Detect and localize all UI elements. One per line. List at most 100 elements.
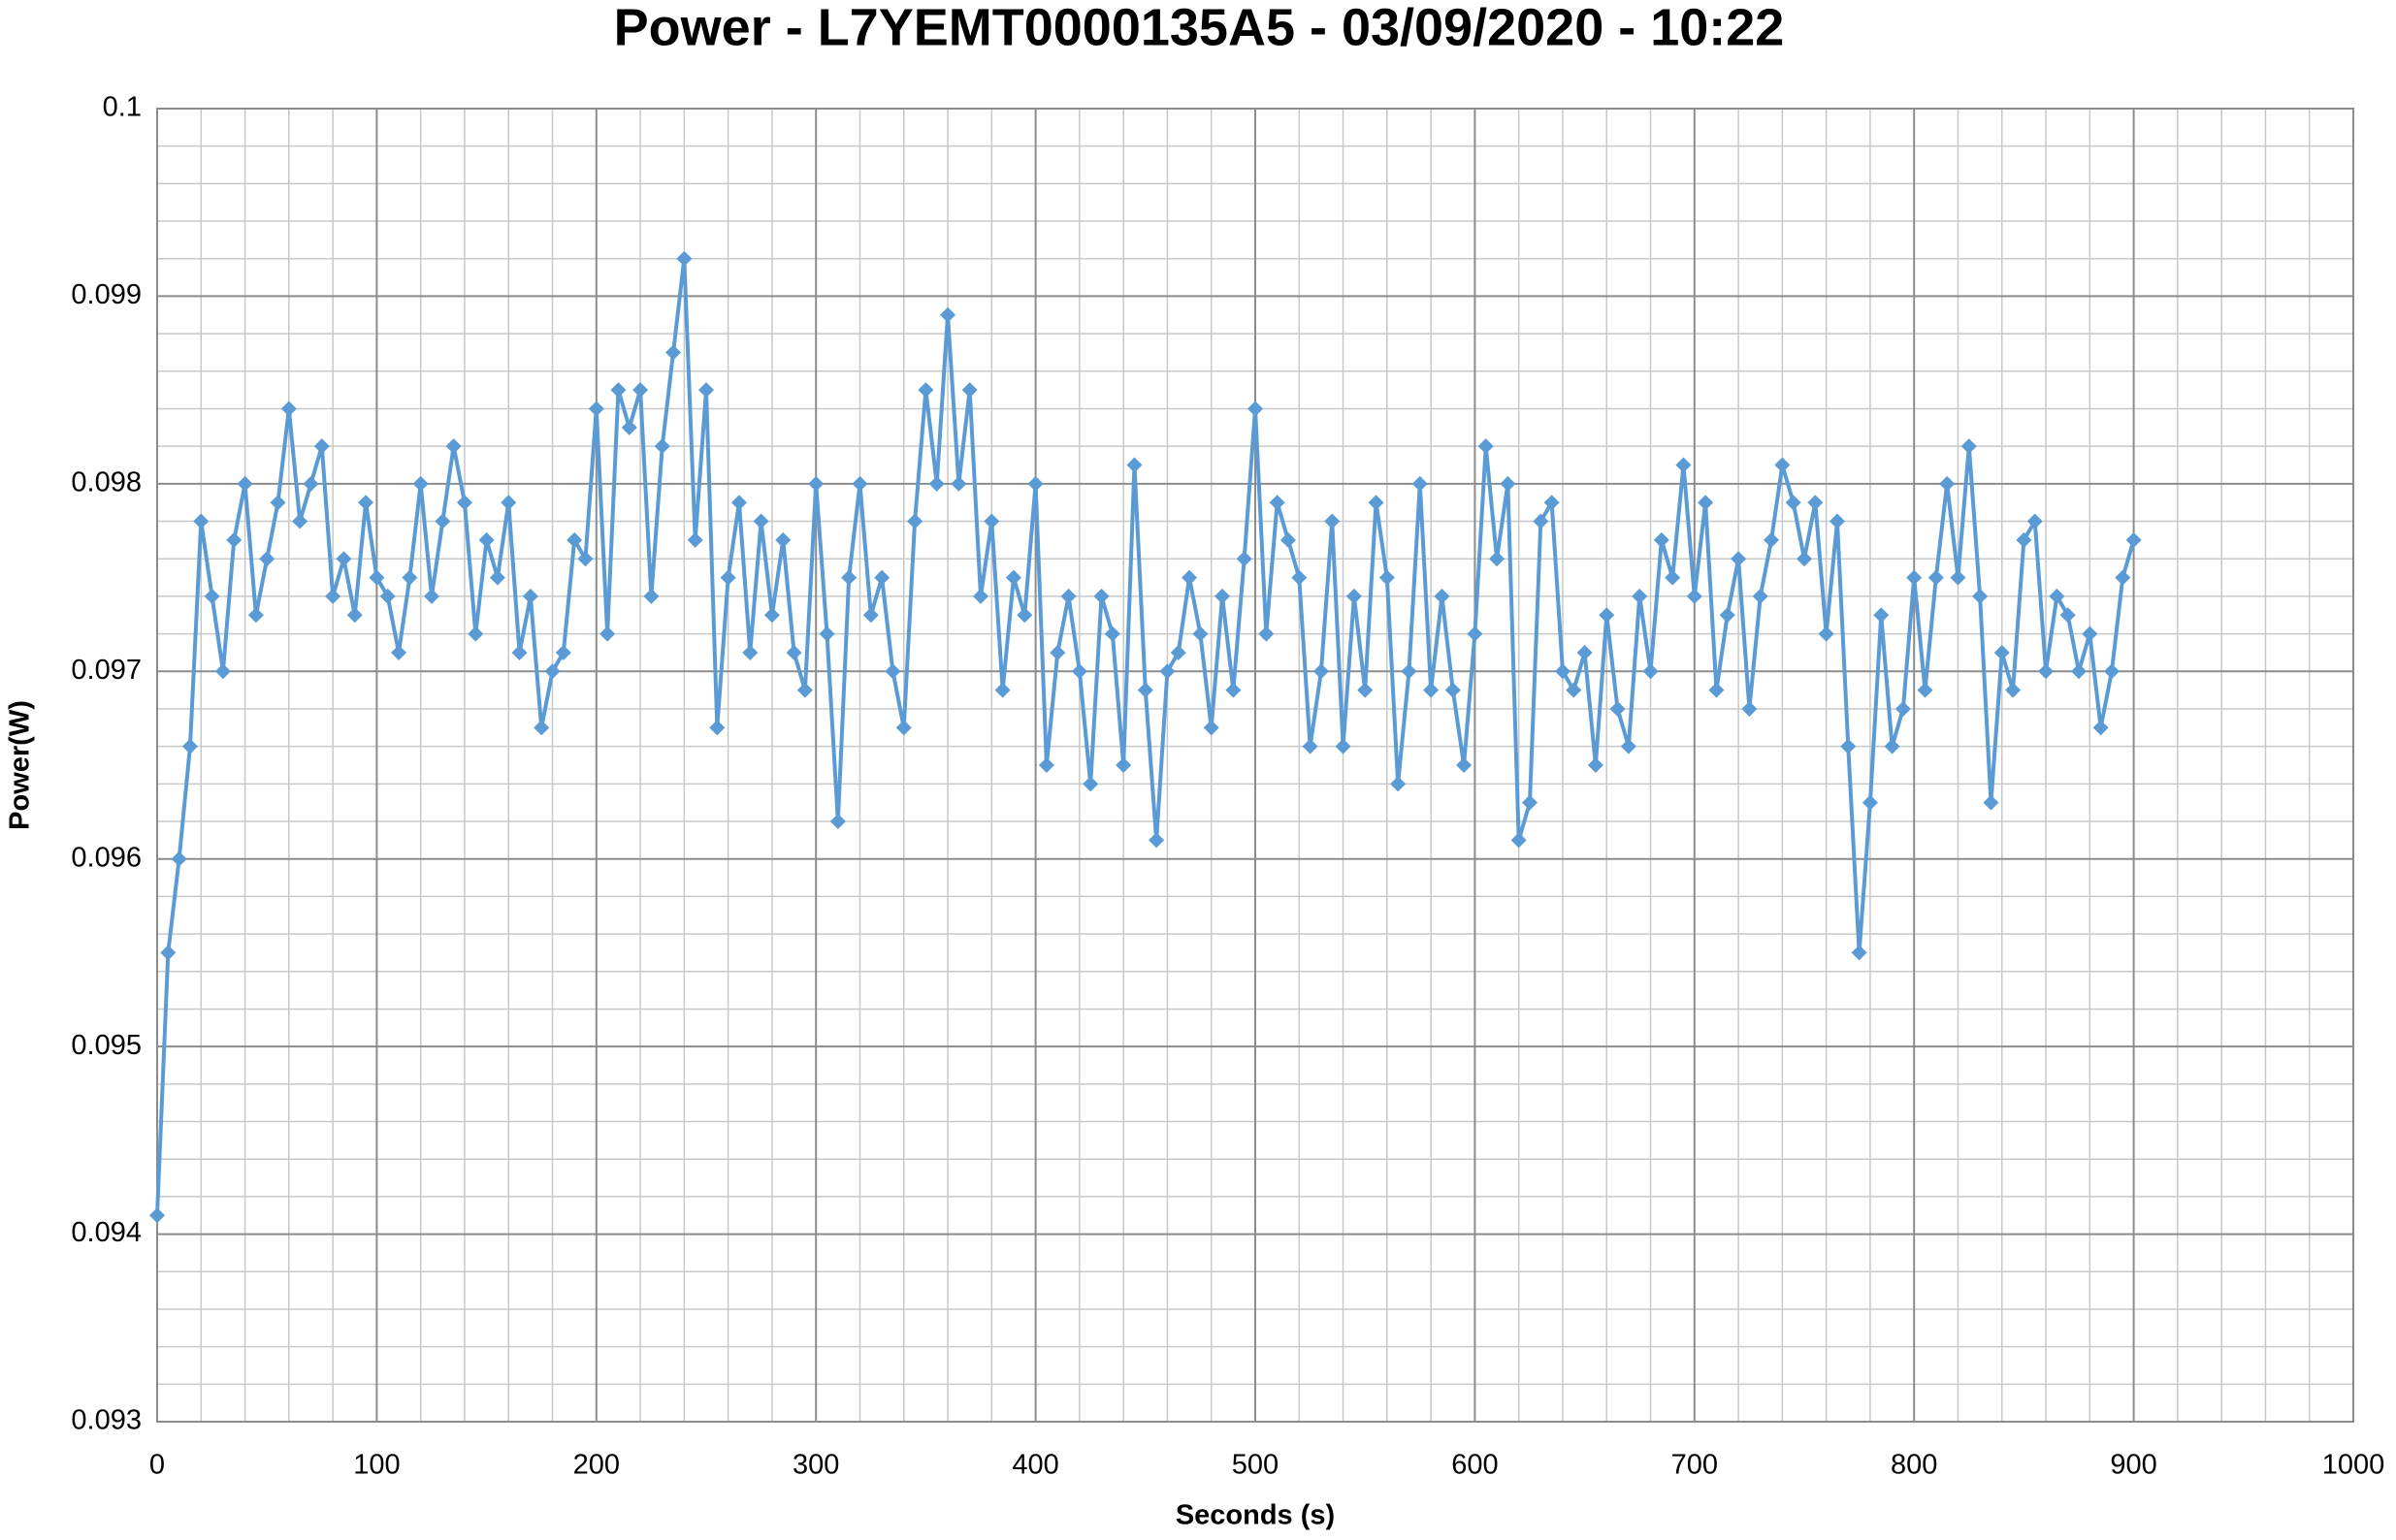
data-point	[1401, 663, 1417, 680]
data-point	[2115, 569, 2131, 586]
data-point	[2092, 720, 2109, 736]
data-point	[1500, 475, 1516, 492]
data-point	[2082, 626, 2098, 642]
data-point	[237, 475, 253, 492]
data-point	[1456, 757, 1473, 773]
data-point	[468, 626, 484, 642]
data-point	[1203, 720, 1219, 736]
data-point	[501, 495, 517, 511]
data-point	[313, 438, 330, 455]
data-point	[709, 720, 726, 736]
data-point	[973, 588, 988, 604]
data-point	[1214, 588, 1231, 604]
data-point	[1894, 700, 1911, 717]
data-point	[2049, 588, 2065, 604]
y-axis-title: Power(W)	[5, 700, 36, 830]
data-point	[1050, 644, 1066, 660]
data-point	[534, 720, 550, 736]
data-point	[1686, 588, 1702, 604]
data-point	[1302, 738, 1318, 754]
data-point	[841, 569, 858, 586]
data-point	[1566, 682, 1582, 698]
x-tick-label: 700	[1671, 1450, 1718, 1481]
x-axis-title: Seconds (s)	[1176, 1500, 1335, 1531]
data-point	[1543, 495, 1560, 511]
data-point	[1093, 588, 1110, 604]
data-line	[155, 256, 2136, 1216]
data-point	[1533, 513, 1549, 529]
data-point	[1038, 757, 1054, 773]
data-point	[907, 513, 923, 529]
data-point	[204, 588, 220, 604]
data-point	[1884, 738, 1900, 754]
data-point	[226, 531, 243, 548]
x-tick-label: 300	[793, 1450, 839, 1481]
x-tick-label: 200	[573, 1450, 620, 1481]
data-point	[1017, 607, 1033, 624]
data-point	[181, 738, 198, 754]
data-point	[1620, 738, 1636, 754]
data-point	[940, 306, 956, 323]
data-point	[1170, 644, 1186, 660]
data-point	[1027, 475, 1044, 492]
data-point	[1236, 551, 1252, 567]
data-point	[1752, 588, 1768, 604]
data-point	[599, 626, 616, 642]
data-point	[1632, 588, 1648, 604]
data-point	[1599, 607, 1615, 624]
data-point	[885, 663, 901, 680]
data-point	[775, 531, 792, 548]
chart-title: Power - L7YEMT0000135A5 - 03/09/2020 - 1…	[614, 0, 1785, 56]
data-point	[632, 382, 649, 399]
data-point	[1960, 438, 1977, 455]
data-point	[1083, 776, 1099, 792]
data-point	[1005, 569, 1021, 586]
data-point	[1116, 757, 1132, 773]
data-point	[1411, 475, 1428, 492]
data-point	[325, 588, 341, 604]
data-point	[1279, 531, 1296, 548]
data-point	[489, 569, 505, 586]
data-point	[742, 644, 759, 660]
data-point	[1972, 588, 1989, 604]
data-point	[2059, 607, 2076, 624]
data-point	[1247, 401, 1263, 417]
data-point	[247, 607, 264, 624]
data-point	[1917, 682, 1933, 698]
y-tick-label: 0.098	[71, 467, 142, 498]
data-point	[918, 382, 934, 399]
data-point	[1182, 569, 1198, 586]
data-point	[1939, 475, 1956, 492]
data-point	[1378, 569, 1395, 586]
data-point	[280, 401, 297, 417]
y-tick-label: 0.093	[71, 1405, 142, 1436]
data-point	[786, 644, 802, 660]
y-tick-label: 0.094	[71, 1217, 142, 1248]
x-tick-label: 1000	[2322, 1450, 2385, 1481]
data-point	[544, 663, 561, 680]
data-point	[588, 401, 604, 417]
data-point	[1137, 682, 1153, 698]
data-point	[2103, 663, 2120, 680]
data-point	[2016, 531, 2032, 548]
data-point	[1950, 569, 1966, 586]
data-point	[1840, 738, 1857, 754]
data-point	[1587, 757, 1603, 773]
data-point	[1797, 551, 1812, 567]
data-point	[1489, 551, 1506, 567]
data-point	[698, 382, 714, 399]
data-point	[577, 551, 594, 567]
data-point	[1851, 945, 1867, 961]
x-tick-label: 0	[149, 1450, 165, 1481]
data-point	[1731, 551, 1747, 567]
data-point	[730, 495, 747, 511]
data-point	[1060, 588, 1077, 604]
data-point	[676, 250, 693, 267]
data-point	[1829, 513, 1845, 529]
data-point	[2125, 531, 2142, 548]
data-point	[292, 513, 308, 529]
data-point	[149, 1207, 165, 1224]
data-point	[1873, 607, 1890, 624]
data-point	[895, 720, 912, 736]
data-point	[1642, 663, 1659, 680]
